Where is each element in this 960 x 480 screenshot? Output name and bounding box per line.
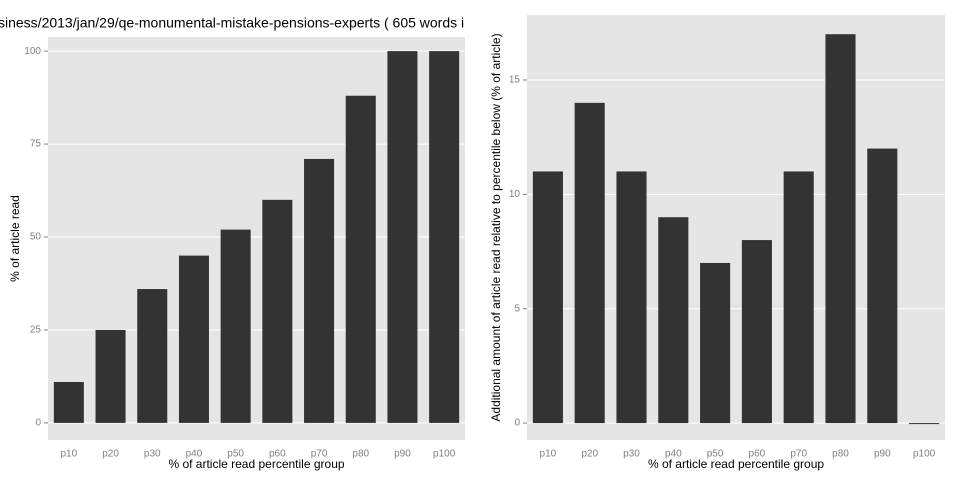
bar [137,289,168,423]
bar [304,158,335,423]
x-tick-label: p70 [790,449,807,460]
bar [345,95,376,423]
y-tick-label: 5 [514,303,520,314]
bar [220,229,251,423]
x-tick-label: p10 [540,449,557,460]
bar [658,217,689,424]
y-axis-title: Additional amount of article read relati… [489,33,503,421]
x-tick-label: p100 [913,449,936,460]
x-tick-label: p60 [749,449,766,460]
x-tick-label: p90 [394,449,411,460]
bar [867,148,898,424]
bar [574,102,605,424]
bar [741,240,772,424]
x-axis-title: % of article read percentile group [168,457,344,471]
y-axis-title: % of article read [8,195,22,282]
bar [616,171,647,424]
x-tick-label: p10 [61,449,78,460]
bar [532,171,563,424]
x-tick-label: p20 [581,449,598,460]
bar [825,34,856,424]
y-tick-label: 0 [514,418,520,429]
x-tick-label: p40 [665,449,682,460]
chart-title: siness/2013/jan/29/qe-monumental-mistake… [0,15,464,31]
x-tick-label: p70 [311,449,328,460]
bar [262,199,293,423]
y-tick-label: 100 [24,46,41,57]
bar [700,262,731,424]
y-tick-label: 10 [509,189,521,200]
x-tick-label: p40 [186,449,203,460]
y-tick-label: 50 [30,232,42,243]
x-tick-label: p80 [352,449,369,460]
y-tick-label: 25 [30,325,42,336]
x-tick-label: p50 [227,449,244,460]
bar [909,423,940,425]
bar [429,51,460,423]
y-tick-label: 15 [509,75,521,86]
x-tick-label: p30 [623,449,640,460]
bar [53,382,84,423]
bar [95,329,126,423]
bar [387,51,418,423]
x-tick-label: p90 [874,449,891,460]
x-tick-label: p100 [433,449,456,460]
y-tick-label: 0 [35,418,41,429]
y-tick-label: 75 [30,139,42,150]
bar [178,255,209,423]
bar [783,171,814,424]
x-tick-label: p20 [102,449,119,460]
x-tick-label: p50 [707,449,724,460]
x-tick-label: p80 [832,449,849,460]
x-tick-label: p60 [269,449,286,460]
x-tick-label: p30 [144,449,161,460]
x-axis-title: % of article read percentile group [648,457,824,471]
